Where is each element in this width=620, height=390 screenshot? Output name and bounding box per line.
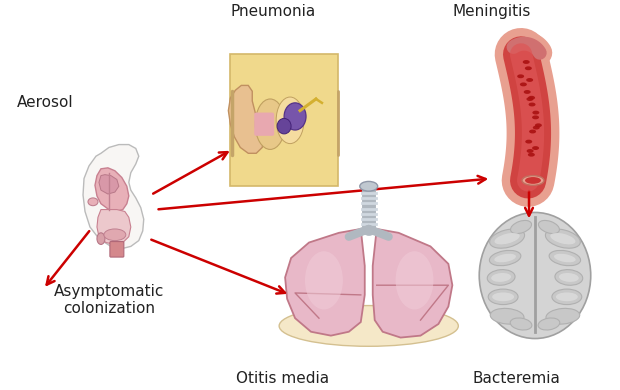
- FancyBboxPatch shape: [231, 54, 338, 186]
- Ellipse shape: [489, 250, 521, 266]
- Ellipse shape: [104, 229, 126, 241]
- Ellipse shape: [556, 292, 578, 301]
- Ellipse shape: [549, 250, 580, 266]
- Ellipse shape: [552, 289, 582, 305]
- Polygon shape: [97, 209, 131, 245]
- Polygon shape: [228, 85, 264, 153]
- Ellipse shape: [305, 251, 343, 309]
- Ellipse shape: [526, 97, 533, 101]
- Ellipse shape: [488, 289, 518, 305]
- Text: Asymptomatic
colonization: Asymptomatic colonization: [54, 284, 164, 316]
- Ellipse shape: [532, 146, 539, 150]
- Text: Bacteremia: Bacteremia: [473, 371, 560, 386]
- Ellipse shape: [546, 308, 580, 324]
- Ellipse shape: [525, 140, 532, 144]
- Ellipse shape: [529, 129, 536, 133]
- Polygon shape: [83, 145, 144, 248]
- Ellipse shape: [479, 213, 591, 339]
- Ellipse shape: [97, 233, 105, 245]
- FancyBboxPatch shape: [110, 241, 124, 257]
- Ellipse shape: [526, 149, 534, 153]
- Ellipse shape: [559, 273, 578, 282]
- FancyBboxPatch shape: [254, 113, 274, 136]
- Ellipse shape: [554, 254, 575, 262]
- Ellipse shape: [555, 269, 583, 285]
- Ellipse shape: [487, 269, 515, 285]
- Ellipse shape: [546, 229, 580, 248]
- Polygon shape: [373, 229, 453, 338]
- Text: Aerosol: Aerosol: [17, 95, 73, 110]
- Ellipse shape: [528, 153, 535, 157]
- Ellipse shape: [525, 177, 541, 184]
- Ellipse shape: [494, 254, 516, 262]
- Text: Otitis media: Otitis media: [236, 371, 329, 386]
- Polygon shape: [285, 229, 365, 336]
- Ellipse shape: [523, 60, 529, 64]
- Ellipse shape: [491, 273, 511, 282]
- Ellipse shape: [529, 103, 536, 106]
- Ellipse shape: [284, 103, 306, 130]
- Polygon shape: [99, 175, 119, 194]
- Ellipse shape: [532, 115, 539, 119]
- Ellipse shape: [255, 99, 285, 149]
- Ellipse shape: [510, 220, 531, 234]
- Ellipse shape: [510, 318, 532, 330]
- Polygon shape: [95, 168, 129, 211]
- Ellipse shape: [490, 229, 525, 248]
- Ellipse shape: [535, 123, 542, 127]
- Ellipse shape: [277, 119, 291, 134]
- Ellipse shape: [533, 111, 539, 115]
- Ellipse shape: [528, 96, 535, 100]
- Ellipse shape: [490, 308, 524, 324]
- Ellipse shape: [517, 74, 524, 78]
- Ellipse shape: [279, 305, 458, 346]
- Ellipse shape: [525, 66, 532, 70]
- Ellipse shape: [538, 318, 560, 330]
- Ellipse shape: [520, 82, 527, 86]
- Ellipse shape: [551, 233, 575, 245]
- Ellipse shape: [538, 220, 559, 234]
- Ellipse shape: [492, 292, 514, 301]
- Ellipse shape: [360, 181, 378, 191]
- Text: Pneumonia: Pneumonia: [231, 4, 316, 19]
- Ellipse shape: [396, 251, 433, 309]
- Ellipse shape: [276, 97, 304, 144]
- Ellipse shape: [524, 90, 531, 94]
- Ellipse shape: [88, 198, 98, 206]
- Ellipse shape: [522, 176, 544, 185]
- Ellipse shape: [526, 78, 533, 82]
- Ellipse shape: [533, 126, 540, 129]
- Text: Meningitis: Meningitis: [453, 4, 531, 19]
- Ellipse shape: [495, 233, 520, 245]
